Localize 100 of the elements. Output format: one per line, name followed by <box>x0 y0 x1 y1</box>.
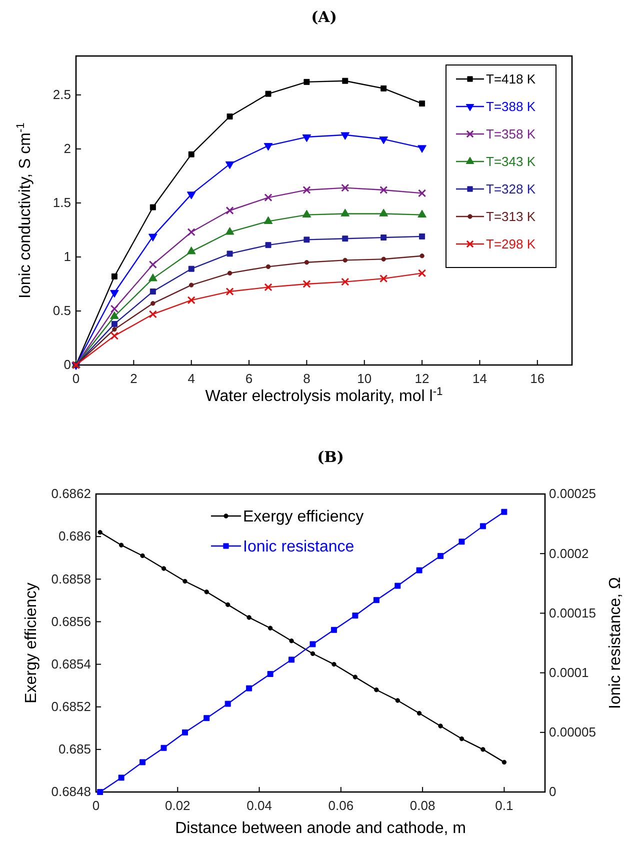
point <box>98 530 102 535</box>
point <box>304 236 310 243</box>
point <box>304 260 310 265</box>
point <box>419 100 426 107</box>
point <box>304 78 310 85</box>
point <box>310 651 316 656</box>
y-tick-label: 0.6848 <box>51 784 91 800</box>
y-axis-title: Exergy efficiency <box>23 582 40 704</box>
point <box>267 671 274 677</box>
x-tick-label: 0.06 <box>328 798 354 814</box>
point <box>188 151 194 158</box>
point <box>352 612 358 619</box>
point <box>150 301 156 306</box>
legend-label: T=298 K <box>486 236 536 252</box>
legend-label: Exergy efficiency <box>243 508 364 526</box>
y2-tick-label: 0.0002 <box>549 546 589 561</box>
x-tick-label: 6 <box>245 371 253 386</box>
point <box>118 542 124 548</box>
point <box>112 326 117 332</box>
point <box>148 234 158 242</box>
point <box>438 724 443 728</box>
point <box>418 210 426 218</box>
point <box>148 274 158 282</box>
point <box>268 626 273 630</box>
point <box>118 774 124 781</box>
point <box>418 269 426 278</box>
point <box>438 552 444 559</box>
point <box>330 626 337 633</box>
point <box>161 566 166 571</box>
point <box>225 602 230 608</box>
y-tick-label: 1.5 <box>52 195 71 210</box>
point <box>226 287 234 296</box>
legend-label: T=418 K <box>486 72 536 87</box>
x-tick-label: 0.04 <box>246 798 272 814</box>
point <box>226 250 233 257</box>
y-tick-label: 0.6858 <box>51 571 91 586</box>
point <box>150 288 156 295</box>
point <box>395 698 400 703</box>
point <box>182 578 188 584</box>
point <box>225 161 234 170</box>
point <box>458 538 465 545</box>
point <box>418 145 426 153</box>
point <box>188 282 194 288</box>
x-tick-label: 14 <box>472 371 487 386</box>
point <box>266 264 271 270</box>
legend-label: T=313 K <box>486 209 536 224</box>
point <box>380 186 388 194</box>
point <box>160 744 167 751</box>
point <box>150 204 156 210</box>
point <box>373 597 380 604</box>
point <box>110 290 119 298</box>
point <box>340 208 350 216</box>
point <box>246 685 252 692</box>
point <box>264 143 273 151</box>
point <box>182 729 188 736</box>
y-tick-label: 0 <box>64 357 71 372</box>
point <box>110 304 118 313</box>
y-tick-label: 0.6852 <box>51 699 91 714</box>
legend-label: T=343 K <box>486 154 536 170</box>
x-tick-label: 2 <box>130 371 138 386</box>
point <box>501 508 508 515</box>
point <box>140 553 145 558</box>
point <box>341 278 350 286</box>
y-tick-label: 0.685 <box>58 742 91 757</box>
point <box>246 615 252 620</box>
point <box>204 590 209 594</box>
point <box>264 193 272 202</box>
x-tick-label: 16 <box>530 371 545 386</box>
y2-tick-label: 0 <box>549 784 556 800</box>
point <box>265 90 272 97</box>
point <box>380 234 387 240</box>
point <box>419 233 426 240</box>
legend-label: T=328 K <box>486 182 536 197</box>
point <box>310 641 316 648</box>
y2-tick-label: 0.0001 <box>549 664 589 680</box>
point <box>140 759 146 766</box>
y-tick-label: 0.5 <box>52 303 71 318</box>
point <box>187 228 196 236</box>
point <box>302 210 312 218</box>
y2-tick-label: 0.00015 <box>549 605 596 620</box>
point <box>416 710 422 716</box>
chart-title: (A) <box>311 8 337 26</box>
y-tick-label: 0.6862 <box>51 486 91 502</box>
y-tick-label: 0.6854 <box>51 656 91 672</box>
point <box>148 310 157 318</box>
point <box>264 216 273 224</box>
point <box>502 760 507 765</box>
point <box>332 662 336 667</box>
point <box>186 246 196 254</box>
point <box>374 687 379 692</box>
point <box>342 78 348 84</box>
point <box>264 283 272 292</box>
point <box>420 254 424 258</box>
y-tick-label: 2 <box>64 141 71 156</box>
point <box>418 189 426 198</box>
y2-tick-label: 0.00025 <box>549 486 596 502</box>
point <box>342 258 348 263</box>
point <box>379 136 388 144</box>
y-tick-label: 1 <box>64 249 71 264</box>
y-tick-label: 0.6856 <box>51 614 91 629</box>
